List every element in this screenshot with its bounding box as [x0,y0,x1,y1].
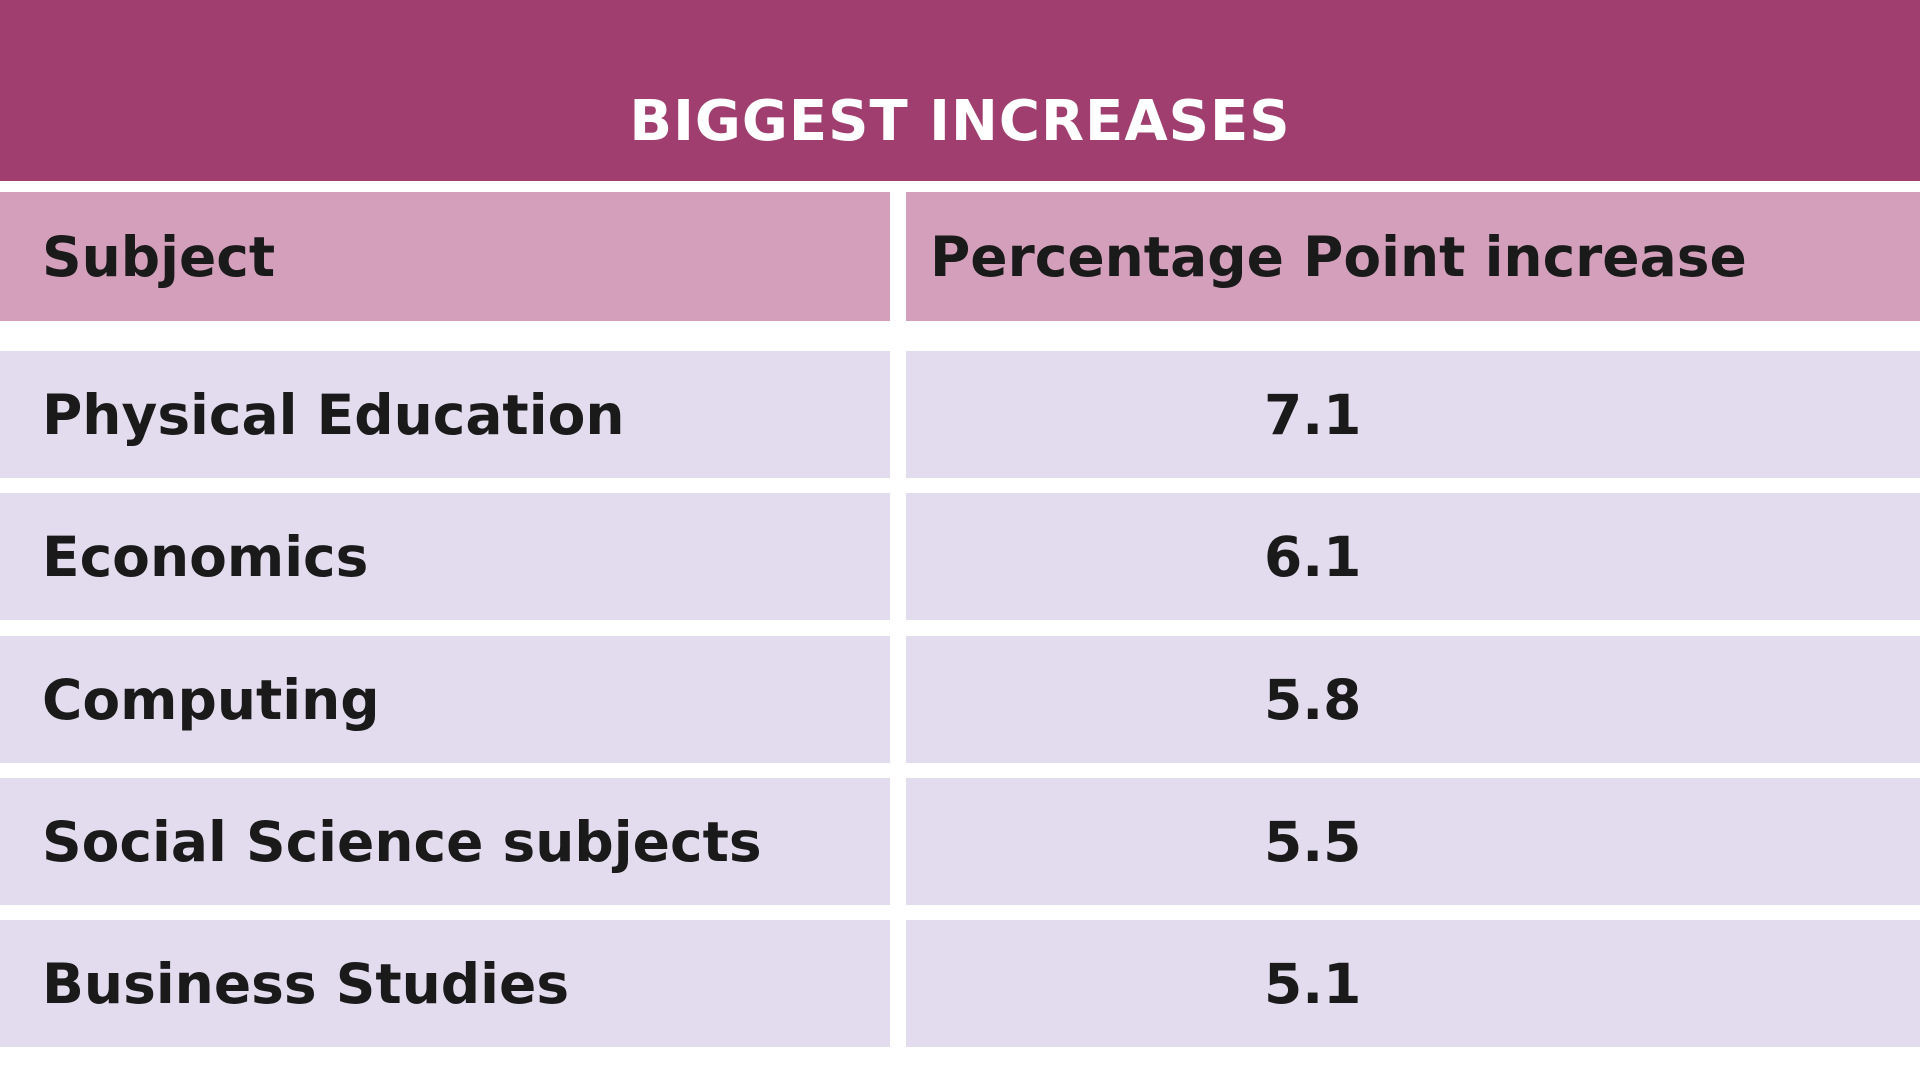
header-cell: Percentage Point increase [906,192,1920,321]
value-cell: 5.1 [906,920,1920,1047]
header-cell: Subject [0,192,890,321]
value-cell: 5.8 [906,636,1920,763]
value-cell: 5.5 [906,778,1920,905]
subject-cell: Economics [0,493,890,620]
subject-cell: Computing [0,636,890,763]
subject-cell: Physical Education [0,351,890,478]
title: BIGGEST INCREASES [629,89,1291,154]
value-cell: 7.1 [906,351,1920,478]
value-cell: 6.1 [906,493,1920,620]
subject-cell: Business Studies [0,920,890,1047]
subject-cell: Social Science subjects [0,778,890,905]
title-bar [0,0,1920,181]
